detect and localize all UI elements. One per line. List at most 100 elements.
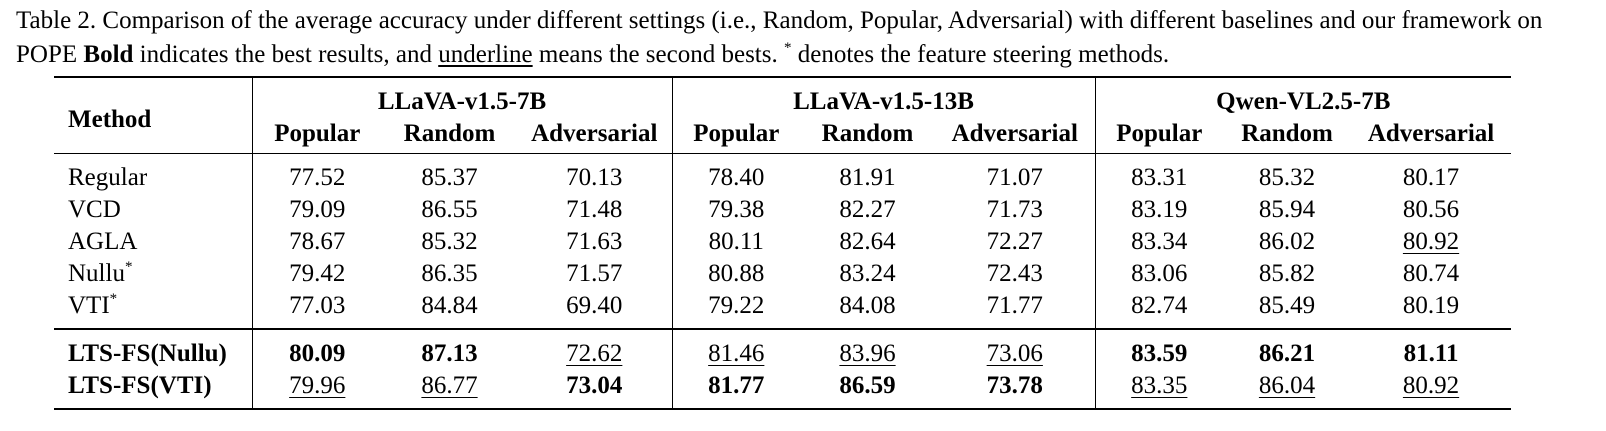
value-text: 83.35 [1131, 372, 1188, 399]
value-cell: 86.77 [382, 370, 517, 410]
method-cell: VCD [54, 194, 252, 226]
value-cell: 86.02 [1223, 226, 1351, 258]
value-text: 80.56 [1402, 196, 1460, 223]
value-text: 72.62 [566, 340, 623, 367]
table-row: VTI* 77.03 84.84 69.40 79.22 84.08 71.77 82.74 8… [54, 290, 1511, 329]
value-cell: 83.19 [1094, 194, 1224, 226]
value-cell: 86.55 [382, 194, 517, 226]
value-cell: 70.13 [517, 154, 672, 195]
subheader-adversarial: Adversarial [935, 118, 1096, 154]
value-text: 80.92 [1402, 372, 1460, 399]
value-cell: 82.64 [800, 226, 935, 258]
value-cell: 85.82 [1223, 258, 1351, 290]
method-name: AGLA [68, 228, 138, 255]
method-header: Method [54, 76, 252, 154]
value-cell: 83.59 [1094, 328, 1224, 370]
value-text: 84.08 [839, 292, 896, 319]
value-text: 72.43 [986, 260, 1043, 287]
ours-rows: LTS-FS(Nullu) 80.09 87.13 72.62 81.46 83.96 73… [54, 328, 1512, 410]
value-cell: 85.32 [382, 226, 517, 258]
value-cell: 84.84 [382, 290, 517, 329]
subheader-adversarial: Adversarial [1351, 118, 1512, 154]
value-cell: 85.32 [1223, 154, 1351, 195]
value-text: 85.32 [1258, 164, 1316, 191]
value-text: 86.55 [421, 196, 478, 223]
value-text: 70.13 [566, 164, 623, 191]
group-header-llava-7b: LLaVA-v1.5-7B [251, 76, 672, 118]
value-text: 69.40 [566, 292, 623, 319]
value-cell: 83.24 [800, 258, 935, 290]
value-cell: 87.13 [382, 328, 517, 370]
value-text: 71.57 [566, 260, 623, 287]
method-name: Regular [68, 164, 148, 191]
value-cell: 81.77 [671, 370, 800, 410]
value-text: 81.11 [1403, 340, 1459, 367]
value-cell: 83.35 [1094, 370, 1224, 410]
value-text: 72.27 [986, 228, 1043, 255]
value-text: 79.38 [708, 196, 765, 223]
value-cell: 71.63 [517, 226, 672, 258]
value-cell: 83.06 [1094, 258, 1224, 290]
value-text: 80.92 [1402, 228, 1460, 255]
subheader-popular: Popular [671, 118, 800, 154]
value-cell: 83.34 [1094, 226, 1224, 258]
value-text: 83.06 [1131, 260, 1188, 287]
caption-text-3: means the second bests. [532, 41, 784, 68]
value-cell: 83.31 [1094, 153, 1224, 194]
value-text: 79.22 [708, 292, 765, 319]
value-text: 80.17 [1402, 164, 1460, 191]
group-header-llava-13b: LLaVA-v1.5-13B [671, 76, 1096, 118]
value-text: 86.21 [1258, 340, 1316, 367]
baseline-rows: Regular 77.52 85.37 70.13 78.40 81.91 71.07 83.… [54, 153, 1511, 329]
value-cell: 80.11 [671, 226, 800, 258]
value-text: 79.09 [289, 196, 346, 223]
value-text: 77.52 [289, 164, 346, 191]
value-text: 83.31 [1131, 164, 1188, 191]
subheader-random: Random [1223, 118, 1352, 154]
method-name: VTI [68, 292, 110, 319]
table-row: Nullu* 79.42 86.35 71.57 80.88 83.24 72.43 83.0… [54, 258, 1511, 290]
table-row: LTS-FS(VTI) 79.96 86.77 73.04 81.77 86.59 73.7… [54, 370, 1512, 410]
method-cell: LTS-FS(VTI) [54, 370, 252, 410]
caption-text-2: indicates the best results, and [133, 41, 439, 68]
value-cell: 79.42 [251, 258, 382, 290]
value-text: 83.34 [1131, 228, 1188, 255]
value-text: 71.77 [986, 292, 1043, 319]
caption-bold-word: Bold [83, 41, 134, 68]
value-cell: 77.03 [251, 290, 382, 329]
value-cell: 82.27 [800, 194, 935, 226]
subheader-random: Random [382, 118, 517, 154]
value-cell: 79.09 [251, 194, 382, 226]
subheader-popular: Popular [251, 118, 382, 154]
value-cell: 77.52 [251, 153, 382, 194]
method-asterisk: * [109, 291, 118, 307]
value-cell: 83.96 [800, 328, 935, 370]
value-text: 85.37 [421, 164, 478, 191]
value-cell: 72.43 [935, 258, 1095, 290]
table-row: AGLA 78.67 85.32 71.63 80.11 82.64 72.27 83.34 8… [54, 226, 1511, 258]
value-text: 81.91 [839, 164, 896, 191]
value-text: 83.96 [839, 340, 896, 367]
value-text: 84.84 [421, 292, 478, 319]
subheader-popular: Popular [1094, 118, 1224, 154]
value-cell: 80.19 [1351, 290, 1511, 329]
value-text: 73.04 [566, 372, 623, 399]
value-cell: 86.04 [1223, 370, 1352, 410]
value-cell: 86.59 [800, 370, 935, 410]
value-text: 73.06 [986, 340, 1043, 367]
value-text: 83.59 [1131, 340, 1188, 367]
value-text: 82.64 [839, 228, 896, 255]
value-cell: 81.91 [800, 154, 935, 195]
value-cell: 82.74 [1094, 290, 1224, 329]
value-text: 86.35 [421, 260, 478, 287]
value-cell: 71.73 [935, 194, 1095, 226]
value-text: 82.74 [1131, 292, 1188, 319]
value-cell: 79.22 [671, 290, 800, 329]
value-cell: 78.67 [251, 226, 382, 258]
value-cell: 78.40 [671, 153, 800, 194]
caption-underline-word: underline [438, 41, 533, 68]
method-cell: Nullu* [54, 258, 252, 290]
group-header-row: Method LLaVA-v1.5-7B LLaVA-v1.5-13B Qwen… [54, 76, 1512, 154]
method-cell: Regular [54, 154, 252, 195]
value-text: 80.74 [1402, 260, 1460, 287]
